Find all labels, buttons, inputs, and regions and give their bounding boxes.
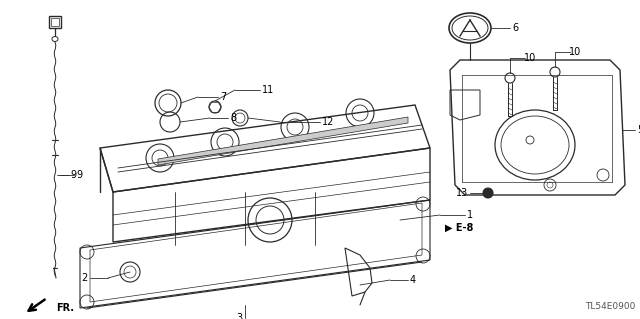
Text: 5: 5 <box>637 125 640 135</box>
Text: 9: 9 <box>76 170 82 180</box>
Text: 10: 10 <box>569 47 581 57</box>
Text: TL54E0900: TL54E0900 <box>584 302 635 311</box>
Text: 4: 4 <box>410 275 416 285</box>
Text: 13: 13 <box>456 188 468 198</box>
FancyBboxPatch shape <box>49 16 61 28</box>
Circle shape <box>483 188 493 198</box>
Polygon shape <box>158 117 408 165</box>
Text: 6: 6 <box>512 23 518 33</box>
Text: ▶ E-8: ▶ E-8 <box>445 223 474 233</box>
Text: 8: 8 <box>230 113 236 123</box>
Text: 11: 11 <box>262 85 275 95</box>
Text: 1: 1 <box>467 210 473 220</box>
Text: 3: 3 <box>236 313 242 319</box>
Text: 7: 7 <box>220 92 227 102</box>
FancyBboxPatch shape <box>51 18 59 26</box>
Text: 9: 9 <box>70 170 76 180</box>
Text: 10: 10 <box>524 53 536 63</box>
Text: 12: 12 <box>322 117 334 127</box>
Text: FR.: FR. <box>56 303 74 313</box>
Text: 2: 2 <box>82 273 88 283</box>
